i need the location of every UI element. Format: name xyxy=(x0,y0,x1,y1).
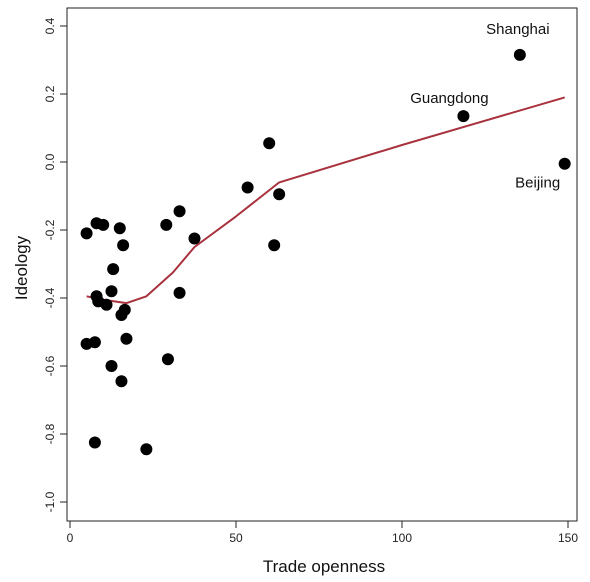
x-tick-label: 100 xyxy=(392,531,412,545)
y-tick-label: -0.4 xyxy=(43,287,57,308)
data-point xyxy=(263,137,276,150)
data-point xyxy=(88,436,101,449)
plot-frame xyxy=(66,7,578,522)
x-tick-label: 150 xyxy=(558,531,578,545)
data-point xyxy=(100,298,113,311)
data-points xyxy=(80,48,571,456)
data-point xyxy=(173,205,186,218)
y-axis-label: Ideology xyxy=(12,235,31,300)
data-point xyxy=(105,360,118,372)
data-point xyxy=(88,336,101,349)
data-point xyxy=(457,110,470,123)
data-point xyxy=(120,332,133,345)
data-point xyxy=(268,239,281,252)
x-axis-label: Trade openness xyxy=(263,557,385,576)
data-point xyxy=(80,227,93,240)
data-point xyxy=(105,285,118,298)
data-point xyxy=(241,181,254,194)
y-tick-label: -0.2 xyxy=(43,219,57,240)
data-point xyxy=(97,218,110,231)
x-tick-label: 50 xyxy=(229,531,243,545)
y-tick-label: 0.4 xyxy=(43,17,57,34)
y-tick-label: -0.6 xyxy=(43,355,57,376)
data-point xyxy=(161,353,174,366)
point-label: Beijing xyxy=(515,175,560,192)
data-point xyxy=(115,375,128,388)
data-point xyxy=(513,48,526,61)
data-point xyxy=(140,443,153,456)
data-point xyxy=(160,218,173,231)
point-label: Shanghai xyxy=(486,21,549,38)
data-point xyxy=(173,286,186,299)
data-point xyxy=(273,188,286,201)
y-axis: -1.0 -0.8 -0.6 -0.4 -0.2 0.0 0.2 0.4 xyxy=(43,17,67,512)
data-point xyxy=(188,232,201,245)
data-point xyxy=(113,222,126,235)
trend-line xyxy=(86,96,565,305)
y-tick-label: 0.2 xyxy=(43,85,57,102)
data-point xyxy=(115,309,128,321)
data-point xyxy=(107,263,120,276)
trend-line-group xyxy=(86,96,565,305)
point-labels: Guangdong Shanghai Beijing xyxy=(410,21,560,192)
y-tick-label: -1.0 xyxy=(43,491,57,512)
x-tick-label: 0 xyxy=(67,531,74,545)
y-tick-label: -0.8 xyxy=(43,423,57,444)
data-point xyxy=(117,239,130,252)
x-axis: 0 50 100 150 xyxy=(67,521,578,545)
point-label: Guangdong xyxy=(410,90,488,107)
y-tick-label: 0.0 xyxy=(43,153,57,170)
data-point xyxy=(558,157,571,170)
